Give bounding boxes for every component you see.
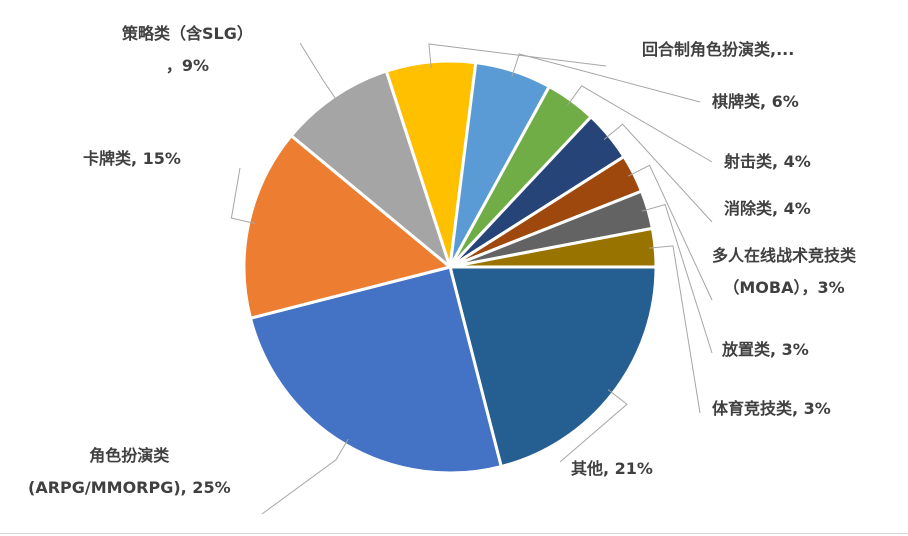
slice-label-line: 其他, 21% <box>571 459 653 478</box>
slice-label-line: （MOBA），3% <box>723 278 845 297</box>
slice-label: 策略类（含SLG） ，9% <box>122 24 253 76</box>
slice-label-line: 放置类, 3% <box>722 340 809 359</box>
leader-line <box>559 389 628 463</box>
slice-label-line: 卡牌类, 15% <box>83 149 181 168</box>
leader-line <box>299 42 338 102</box>
leader-line <box>261 438 349 515</box>
slice-label: 角色扮演类 (ARPG/MMORPG), 25% <box>28 446 231 498</box>
slice-label: 多人在线战术竞技类 （MOBA），3% <box>712 246 856 298</box>
slice-label-line: (ARPG/MMORPG), 25% <box>28 478 231 497</box>
slice-label: 其他, 21% <box>571 459 653 479</box>
bottom-divider <box>0 533 908 534</box>
leader-line <box>511 53 701 103</box>
slice-label: 回合制角色扮演类,... <box>642 40 794 60</box>
slice-label-line: 多人在线战术竞技类 <box>712 246 857 265</box>
leader-line <box>230 167 255 224</box>
slice-label: 棋牌类, 6% <box>712 92 799 112</box>
leader-line <box>627 164 713 301</box>
slice-label: 消除类, 4% <box>724 199 811 219</box>
slice-label: 射击类, 4% <box>724 152 811 172</box>
slice-label-line: 角色扮演类 <box>89 446 170 465</box>
slice-label-line: ，9% <box>165 56 210 75</box>
leader-line <box>603 123 713 223</box>
slice-label-line: 体育竞技类, 3% <box>712 399 831 418</box>
slice-label-line: 策略类（含SLG） <box>122 24 253 43</box>
leader-line <box>428 43 607 68</box>
slice-label: 体育竞技类, 3% <box>712 399 831 419</box>
leader-line <box>649 245 701 414</box>
slice-label: 放置类, 3% <box>722 340 809 360</box>
leader-line <box>641 203 713 354</box>
slice-label: 卡牌类, 15% <box>83 149 181 169</box>
slice-label-line: 射击类, 4% <box>724 152 811 171</box>
leader-line <box>567 85 713 163</box>
slice-label-line: 回合制角色扮演类,... <box>642 40 795 59</box>
slice-label-line: 消除类, 4% <box>724 199 811 218</box>
slice-label-line: 棋牌类, 6% <box>712 92 799 111</box>
